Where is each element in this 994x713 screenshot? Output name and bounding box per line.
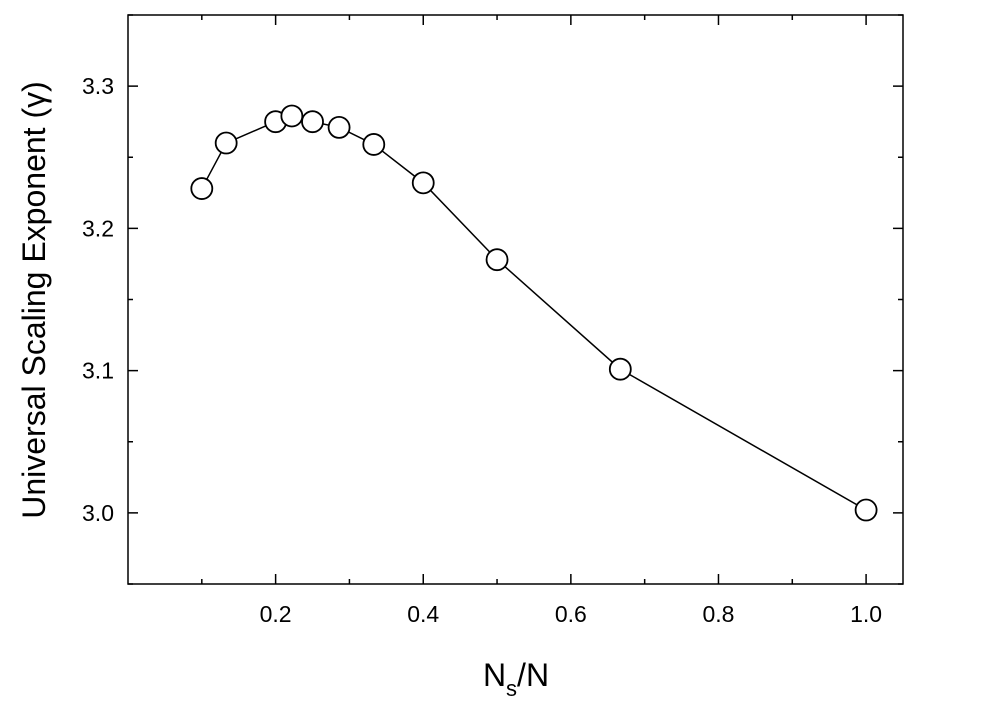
x-tick-label: 0.2 <box>260 601 292 627</box>
y-tick-label: 3.1 <box>82 358 114 384</box>
plot-frame <box>127 14 904 585</box>
x-axis-title-main: N <box>483 657 506 693</box>
data-point <box>411 171 435 195</box>
axis-tick-labels: 0.2 0.4 0.6 0.8 1.0 3.0 3.1 3.2 3.3 <box>82 73 882 627</box>
series-markers <box>190 104 878 522</box>
x-tick-label: 0.4 <box>407 601 439 627</box>
axis-ticks <box>128 14 903 585</box>
series-line <box>201 115 867 511</box>
x-axis-title-suffix: /N <box>517 657 549 693</box>
x-tick-label: 0.8 <box>702 601 734 627</box>
data-point <box>608 357 632 381</box>
data-point <box>190 177 214 200</box>
data-point <box>485 248 509 272</box>
x-tick-label: 1.0 <box>850 601 882 627</box>
data-point <box>214 131 238 155</box>
x-axis-title-subscript: s <box>506 676 517 701</box>
y-axis-title: Universal Scaling Exponent (γ) <box>16 81 52 519</box>
data-point <box>327 115 351 139</box>
data-point <box>854 498 878 522</box>
data-point <box>301 110 324 134</box>
data-point <box>280 104 304 128</box>
y-tick-label: 3.2 <box>82 215 114 241</box>
y-tick-label: 3.3 <box>82 73 114 99</box>
y-tick-label: 3.0 <box>82 500 114 526</box>
x-axis-title: Ns/N <box>483 657 549 701</box>
data-point <box>362 133 386 156</box>
x-tick-label: 0.6 <box>555 601 587 627</box>
